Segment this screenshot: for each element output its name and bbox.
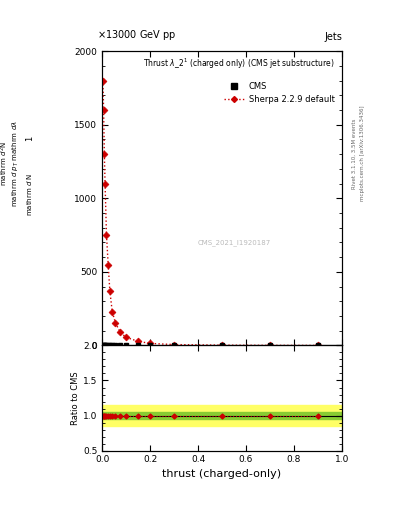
Y-axis label: Ratio to CMS: Ratio to CMS: [71, 371, 80, 425]
Text: Thrust $\lambda\_2^1$ (charged only) (CMS jet substructure): Thrust $\lambda\_2^1$ (charged only) (CM…: [143, 57, 335, 72]
Legend: CMS, Sherpa 2.2.9 default: CMS, Sherpa 2.2.9 default: [220, 79, 338, 108]
Text: mathrm $d^2$N: mathrm $d^2$N: [0, 141, 9, 186]
Text: $\times$13000 GeV pp: $\times$13000 GeV pp: [97, 28, 177, 42]
Text: mathrm $d\ p_T$ mathrm $d\lambda$: mathrm $d\ p_T$ mathrm $d\lambda$: [11, 120, 21, 207]
Text: mathrm $d$ N: mathrm $d$ N: [25, 173, 34, 216]
Text: Rivet 3.1.10, 3.5M events: Rivet 3.1.10, 3.5M events: [352, 118, 357, 189]
Text: 1: 1: [25, 136, 34, 141]
Text: CMS_2021_I1920187: CMS_2021_I1920187: [197, 239, 271, 246]
X-axis label: thrust (charged-only): thrust (charged-only): [162, 468, 282, 479]
Text: Jets: Jets: [324, 32, 342, 42]
Text: mcplots.cern.ch [arXiv:1306.3436]: mcplots.cern.ch [arXiv:1306.3436]: [360, 106, 365, 201]
